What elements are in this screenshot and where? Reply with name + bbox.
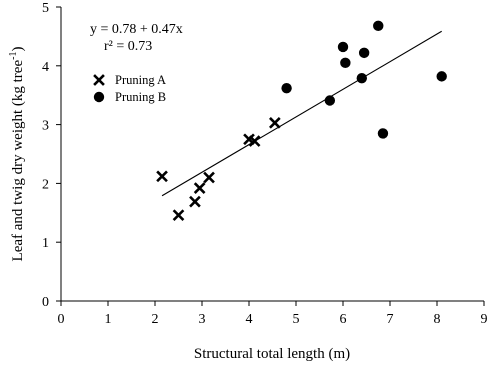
point-pruning-b — [358, 47, 370, 59]
point-pruning-a — [172, 209, 185, 221]
legend-marker-pruning-b — [93, 91, 105, 103]
y-tick-label: 0 — [42, 295, 49, 310]
data-points — [156, 20, 447, 221]
point-pruning-a — [203, 171, 215, 184]
point-pruning-b — [337, 41, 349, 53]
x-tick-label: 2 — [152, 312, 159, 327]
y-tick-label: 2 — [42, 177, 49, 192]
y-axis-title: Leaf and twig dry weight (kg tree-1) — [8, 47, 26, 262]
x-tick-label: 9 — [481, 312, 488, 327]
x-tick-label: 0 — [58, 312, 65, 327]
legend-circle-marker — [93, 91, 105, 103]
point-pruning-b — [340, 57, 351, 69]
legend-marker-pruning-a — [93, 74, 105, 86]
point-pruning-b — [377, 128, 389, 139]
x-tick-label: 3 — [199, 312, 206, 327]
point-pruning-a — [269, 116, 281, 129]
regression-equation: y = 0.78 + 0.47x — [90, 22, 183, 37]
y-tick-label: 1 — [42, 236, 49, 251]
x-tick-label: 6 — [340, 312, 347, 327]
y-axis-ticks: 0 1 2 3 4 5 — [42, 1, 61, 310]
x-tick-label: 8 — [434, 312, 441, 327]
point-pruning-b — [436, 71, 447, 82]
y-tick-label: 4 — [42, 60, 49, 75]
point-pruning-b — [373, 20, 384, 32]
x-axis-ticks: 0 1 2 3 4 5 6 7 8 9 — [58, 301, 488, 327]
y-tick-label: 3 — [42, 119, 49, 134]
legend: Pruning A Pruning B — [93, 73, 166, 104]
y-axis-title-main: Leaf and twig dry weight (kg tree — [10, 60, 26, 262]
y-axis-title-superscript: -1 — [8, 52, 19, 60]
x-tick-label: 7 — [387, 312, 394, 327]
legend-label-pruning-b: Pruning B — [115, 90, 166, 104]
x-tick-label: 5 — [293, 312, 300, 327]
x-tick-label: 1 — [105, 312, 112, 327]
regression-line — [161, 30, 442, 197]
point-pruning-a — [248, 135, 261, 147]
point-pruning-a — [189, 195, 201, 208]
point-pruning-b — [281, 82, 292, 94]
legend-x-marker — [93, 74, 105, 86]
point-pruning-b — [324, 95, 336, 106]
x-axis-title: Structural total length (m) — [194, 346, 350, 362]
axes: 0 1 2 3 4 5 6 7 8 9 0 1 2 3 4 5 — [42, 1, 488, 327]
point-pruning-a — [156, 170, 168, 183]
x-tick-label: 4 — [246, 312, 253, 327]
y-axis-title-suffix: ) — [10, 47, 26, 52]
point-pruning-a — [193, 182, 206, 194]
legend-label-pruning-a: Pruning A — [115, 73, 166, 87]
r-squared-label: r² = 0.73 — [104, 39, 152, 54]
y-tick-label: 5 — [42, 1, 49, 16]
point-pruning-b — [356, 72, 367, 84]
